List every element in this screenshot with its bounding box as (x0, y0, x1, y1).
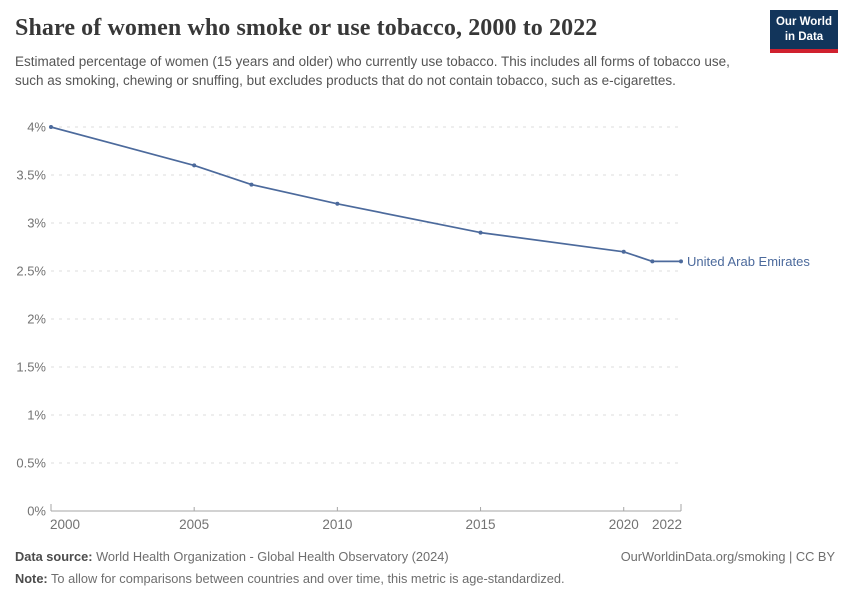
y-tick-label: 2% (27, 312, 46, 327)
y-tick-label: 3.5% (16, 168, 46, 183)
x-tick-label: 2005 (179, 517, 209, 532)
x-tick-label: 2020 (609, 517, 639, 532)
data-point (335, 201, 340, 206)
footer-source-note: Data source: World Health Organization -… (15, 546, 565, 590)
chart-title: Share of women who smoke or use tobacco,… (15, 15, 598, 41)
y-tick-label: 4% (27, 120, 46, 135)
owid-logo: Our World in Data (770, 10, 838, 53)
data-line (50, 126, 682, 263)
datasource-label: Data source: (15, 549, 93, 564)
note-label: Note: (15, 571, 48, 586)
y-tick-label: 2.5% (16, 264, 46, 279)
data-point (49, 125, 53, 129)
footer: Data source: World Health Organization -… (15, 546, 835, 590)
x-tick-label: 2010 (322, 517, 352, 532)
owid-logo-line2: in Data (784, 30, 824, 43)
data-point (679, 259, 683, 264)
y-tick-label: 0% (27, 504, 46, 519)
datasource-value: World Health Organization - Global Healt… (92, 549, 449, 564)
line-chart-canvas: 0% 0.5% 1% 1.5% 2% 2.5% 3% 3.5% 4% 2000 2005 2010 20… (16, 120, 810, 533)
x-tick-label: 2015 (466, 517, 496, 532)
x-tick-label: 2022 (652, 517, 682, 532)
owid-logo-line1: Our World (775, 16, 832, 28)
y-tick-label: 3% (27, 216, 46, 231)
entity-label: United Arab Emirates (687, 254, 810, 269)
note-value: To allow for comparisons between countri… (47, 571, 565, 586)
chart-subtitle: Estimated percentage of women (15 years … (15, 53, 730, 88)
data-point (192, 163, 197, 168)
data-point (650, 259, 655, 264)
data-point (249, 182, 254, 187)
chart-header: Share of women who smoke or use tobacco,… (15, 14, 760, 90)
y-tick-label: 1.5% (16, 360, 46, 375)
data-point (478, 230, 483, 235)
footer-license-link: OurWorldinData.org/smoking | CC BY (620, 549, 835, 564)
datasource-line: Data source: World Health Organization -… (15, 546, 565, 568)
y-tick-label: 0.5% (16, 456, 46, 471)
data-point (621, 249, 626, 254)
x-tick-label: 2000 (50, 517, 80, 532)
chart-area: 0% 0.5% 1% 1.5% 2% 2.5% 3% 3.5% 4% 2000 2005 2010 20… (0, 110, 850, 540)
y-tick-label: 1% (27, 408, 46, 423)
note-line: Note: To allow for comparisons between c… (15, 568, 565, 590)
